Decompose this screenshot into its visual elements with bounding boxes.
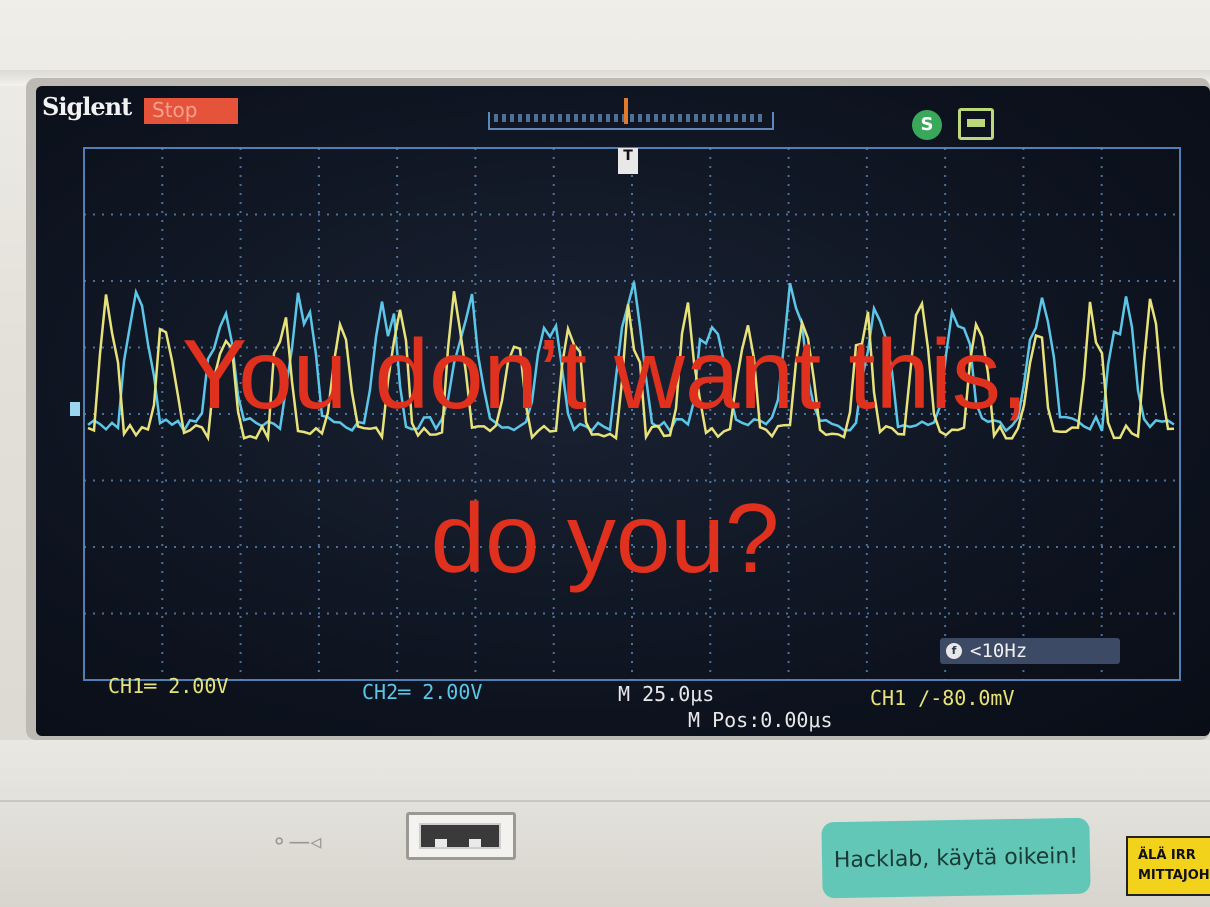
memory-timeline <box>488 112 774 130</box>
warning-line2: MITTAJOH <box>1138 868 1210 883</box>
frequency-icon: f <box>946 643 962 659</box>
ch1-trace <box>87 291 1175 443</box>
horizontal-position: M Pos:0.00μs <box>688 708 833 732</box>
brand-logo: Siglent <box>42 92 132 121</box>
overlay-caption-line2: do you? <box>430 483 780 593</box>
warning-line1: ÄLÄ IRR <box>1138 848 1196 863</box>
oscilloscope-screen: Siglent Stop T S <10Hz f CH1═ 2.00V CH2═… <box>36 86 1210 736</box>
trigger-position-marker <box>624 98 628 124</box>
run-status-badge: Stop <box>144 98 238 124</box>
frequency-readout: <10Hz <box>940 638 1120 664</box>
warning-label: ÄLÄ IRR MITTAJOH <box>1126 836 1210 896</box>
status-s-icon: S <box>912 110 942 140</box>
trigger-marker-icon: T <box>618 148 638 174</box>
printer-icon <box>958 108 994 140</box>
ch2-scale: CH2═ 2.00V <box>362 680 483 704</box>
timebase: M 25.0μs <box>618 682 715 706</box>
usb-port[interactable] <box>406 812 516 860</box>
overlay-caption-line1: You don’t want this, <box>181 319 1029 429</box>
ch2-ground-marker <box>70 402 80 416</box>
usb-icon: ⚬—◃ <box>270 830 322 855</box>
ch1-scale: CH1═ 2.00V <box>108 674 229 698</box>
trigger-info: CH1 ∕-80.0mV <box>870 686 1015 710</box>
hacklab-sticker: Hacklab, käytä oikein! <box>821 817 1091 899</box>
